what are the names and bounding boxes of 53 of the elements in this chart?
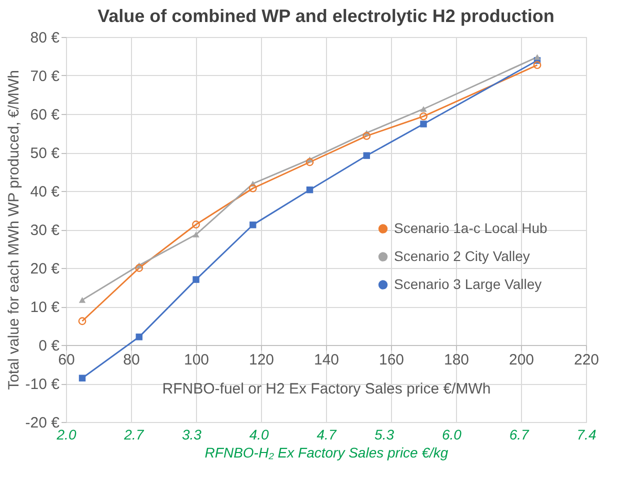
- point: [420, 106, 427, 112]
- point: [192, 220, 200, 228]
- x-axis-title: RFNBO-fuel or H2 Ex Factory Sales price €/MWh: [162, 380, 491, 398]
- y-tick-label: 70 €: [30, 68, 60, 85]
- point: [250, 222, 256, 228]
- point: [192, 232, 200, 238]
- legend-label: Scenario 2 City Valley: [394, 248, 530, 264]
- point: [363, 152, 370, 159]
- point: [306, 186, 314, 194]
- x2-tick-label: 7.4: [576, 426, 596, 442]
- point: [248, 184, 257, 192]
- x-tick-label: 140: [314, 352, 340, 368]
- point: [78, 374, 86, 382]
- x-tick-label: 180: [444, 352, 470, 368]
- y-tick-label: 60 €: [30, 106, 60, 124]
- x2-axis-title: RFNBO-H₂ Ex Factory Sales price €/kg: [204, 444, 448, 460]
- x-tick-label: 220: [574, 352, 600, 368]
- point: [192, 276, 200, 283]
- point: [306, 158, 314, 166]
- chart-title: Value of combined WP and electrolytic H2 production: [98, 6, 554, 26]
- x-tick-label: 160: [378, 352, 404, 368]
- y-tick-label: 80 €: [30, 30, 60, 46]
- legend-label: Scenario 3 Large Valley: [394, 276, 542, 292]
- x-tick-label: 120: [248, 352, 274, 368]
- y-tick-label: 50 €: [30, 145, 60, 162]
- y-tick-label: 10 €: [30, 299, 60, 316]
- x-tick-label: 80: [123, 352, 140, 368]
- y-tick-label: 30 €: [30, 222, 60, 239]
- y-tick-label: 40 €: [30, 184, 60, 200]
- y-tick-label: 20 €: [30, 260, 60, 278]
- x2-tick-label: 6.0: [442, 426, 462, 442]
- y-tick-label: 0 €: [38, 338, 60, 354]
- point: [420, 120, 427, 128]
- point: [533, 61, 542, 70]
- point: [78, 297, 86, 303]
- point: [362, 132, 371, 140]
- point: [78, 317, 86, 326]
- x-tick-label: 200: [508, 352, 534, 368]
- x-tick-label: 100: [184, 352, 210, 368]
- legend-label: Scenario 1a-c Local Hub: [394, 220, 548, 236]
- x2-tick-label: 4.7: [316, 426, 338, 442]
- x2-tick-label: 6.7: [509, 426, 530, 442]
- x2-tick-label: 3.3: [182, 426, 202, 442]
- y-axis-title: Total value for each MWh WP produced, €/MWh: [5, 70, 22, 390]
- y-tick-label: -10 €: [25, 376, 60, 393]
- x2-tick-label: 4.0: [249, 426, 270, 442]
- x2-tick-label: 2.7: [123, 426, 145, 442]
- x-tick-label: 60: [58, 352, 75, 368]
- x2-tick-label: 5.3: [374, 426, 394, 442]
- point: [420, 112, 428, 120]
- point: [136, 334, 142, 340]
- point: [534, 54, 541, 60]
- point: [135, 264, 144, 272]
